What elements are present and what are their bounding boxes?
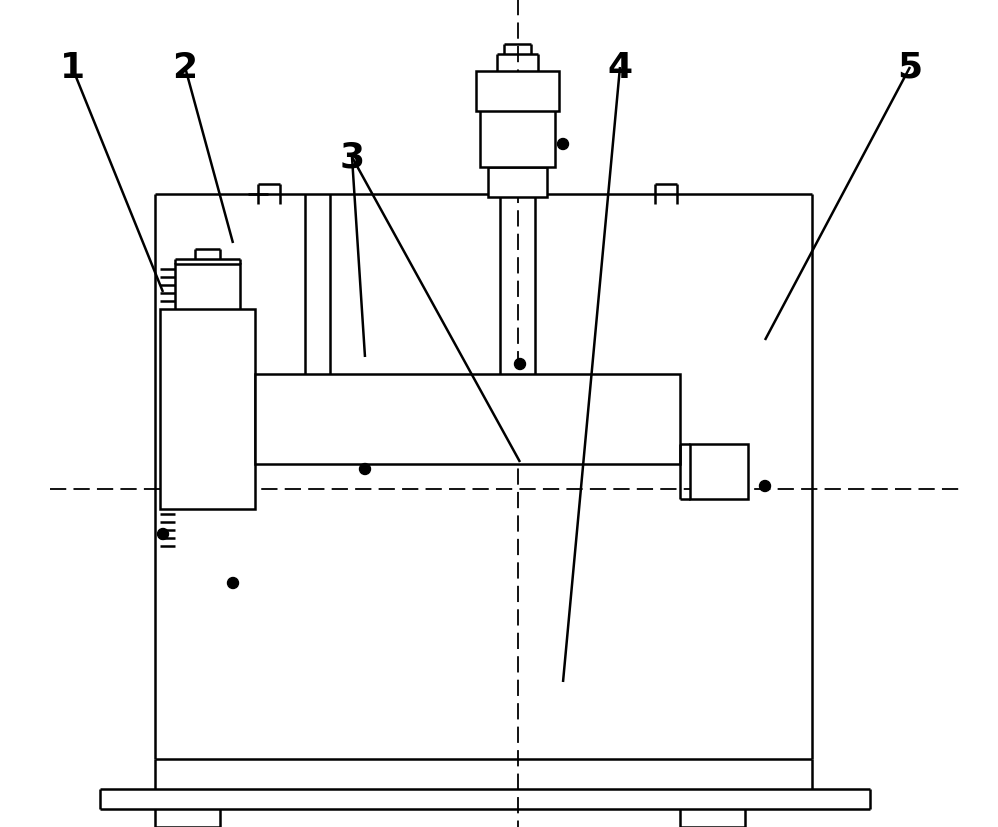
Circle shape [158, 528, 169, 540]
Text: 1: 1 [60, 51, 85, 85]
Bar [488, 168, 547, 198]
Bar [160, 309, 255, 509]
Circle shape [515, 359, 526, 370]
Bar [690, 444, 748, 500]
Bar [255, 375, 680, 465]
Circle shape [759, 481, 770, 492]
Bar [480, 110, 555, 168]
Text: 3: 3 [339, 141, 364, 174]
Circle shape [558, 139, 569, 151]
Circle shape [228, 578, 239, 589]
Bar [476, 72, 559, 112]
Text: 2: 2 [173, 51, 198, 85]
Bar [175, 265, 240, 313]
Circle shape [359, 464, 370, 475]
Text: 4: 4 [608, 51, 633, 85]
Text: 5: 5 [897, 51, 922, 85]
